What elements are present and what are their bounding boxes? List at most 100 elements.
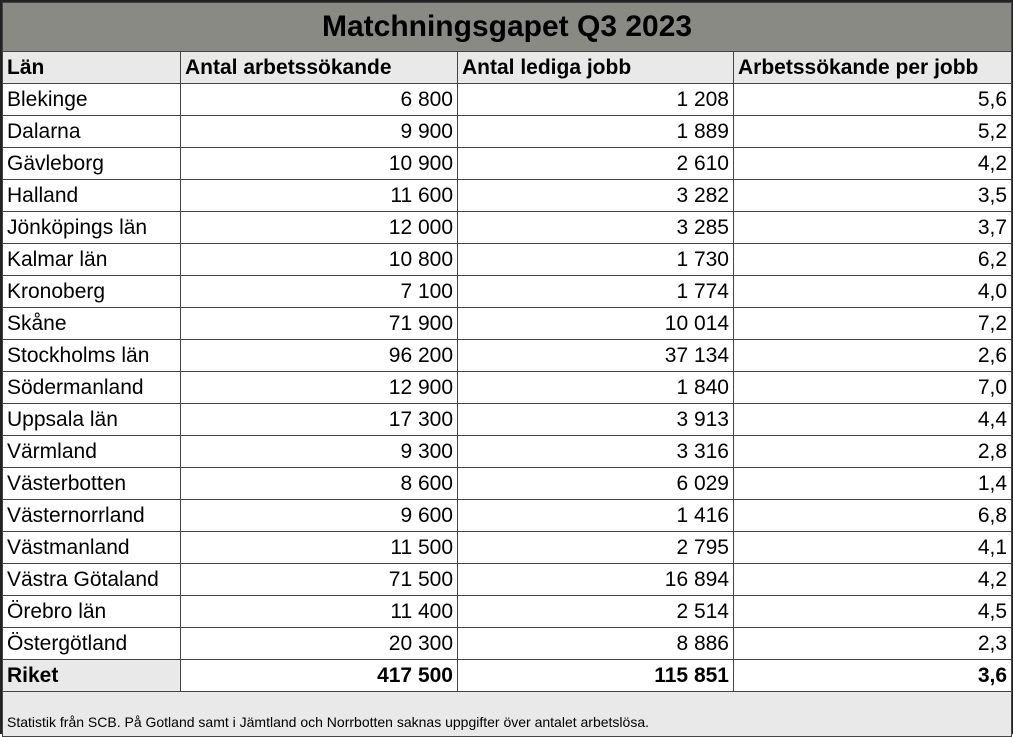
- region-cell: Västernorrland: [2, 499, 181, 532]
- value-cell: 2,8: [732, 435, 1013, 468]
- value-cell: 1 840: [457, 371, 734, 404]
- footnote: Statistik från SCB. På Gotland samt i Jä…: [1, 691, 1013, 737]
- value-cell: 10 014: [457, 307, 734, 340]
- value-cell: 3 282: [457, 179, 734, 212]
- value-cell: 3 285: [457, 211, 734, 244]
- value-cell: 4,5: [732, 595, 1013, 628]
- value-cell: 5,6: [732, 83, 1013, 116]
- table-row: Västerbotten 8 600 6 029 1,4: [2, 467, 1013, 500]
- value-cell: 20 300: [180, 627, 458, 660]
- table-row: Skåne 71 900 10 014 7,2: [2, 307, 1013, 340]
- table-title: Matchningsgapet Q3 2023: [1, 2, 1013, 52]
- table-row: Västmanland 11 500 2 795 4,1: [2, 531, 1013, 564]
- value-cell: 9 600: [180, 499, 458, 532]
- region-cell: Halland: [2, 179, 181, 212]
- value-cell: 1 208: [457, 83, 734, 116]
- value-cell: 2,6: [732, 339, 1013, 372]
- table-row: Jönköpings län 12 000 3 285 3,7: [2, 211, 1013, 244]
- region-cell: Östergötland: [2, 627, 181, 660]
- column-header: Antal arbetssökande: [180, 51, 458, 84]
- table-row: Blekinge 6 800 1 208 5,6: [2, 83, 1013, 116]
- table-row: Västernorrland 9 600 1 416 6,8: [2, 499, 1013, 532]
- table-row: Gävleborg 10 900 2 610 4,2: [2, 147, 1013, 180]
- value-cell: 10 900: [180, 147, 458, 180]
- table-row: Uppsala län 17 300 3 913 4,4: [2, 403, 1013, 436]
- header-row: Län Antal arbetssökande Antal lediga job…: [2, 51, 1013, 84]
- value-cell: 10 800: [180, 243, 458, 276]
- value-cell: 2 795: [457, 531, 734, 564]
- total-cell: 417 500: [180, 659, 458, 692]
- table-row: Värmland 9 300 3 316 2,8: [2, 435, 1013, 468]
- value-cell: 4,0: [732, 275, 1013, 308]
- region-cell: Jönköpings län: [2, 211, 181, 244]
- column-header: Län: [2, 51, 181, 84]
- region-cell: Stockholms län: [2, 339, 181, 372]
- value-cell: 2,3: [732, 627, 1013, 660]
- table-row: Örebro län 11 400 2 514 4,5: [2, 595, 1013, 628]
- table-row: Kronoberg 7 100 1 774 4,0: [2, 275, 1013, 308]
- value-cell: 2 514: [457, 595, 734, 628]
- value-cell: 3,5: [732, 179, 1013, 212]
- table-row: Östergötland 20 300 8 886 2,3: [2, 627, 1013, 660]
- region-cell: Skåne: [2, 307, 181, 340]
- value-cell: 4,1: [732, 531, 1013, 564]
- table-row: Dalarna 9 900 1 889 5,2: [2, 115, 1013, 148]
- total-cell: 115 851: [457, 659, 734, 692]
- value-cell: 71 500: [180, 563, 458, 596]
- region-cell: Dalarna: [2, 115, 181, 148]
- value-cell: 17 300: [180, 403, 458, 436]
- value-cell: 3 316: [457, 435, 734, 468]
- table-row: Halland 11 600 3 282 3,5: [2, 179, 1013, 212]
- value-cell: 1 730: [457, 243, 734, 276]
- value-cell: 11 600: [180, 179, 458, 212]
- value-cell: 5,2: [732, 115, 1013, 148]
- value-cell: 8 600: [180, 467, 458, 500]
- value-cell: 12 900: [180, 371, 458, 404]
- value-cell: 4,4: [732, 403, 1013, 436]
- table-row: Södermanland 12 900 1 840 7,0: [2, 371, 1013, 404]
- value-cell: 6 800: [180, 83, 458, 116]
- value-cell: 8 886: [457, 627, 734, 660]
- value-cell: 7,0: [732, 371, 1013, 404]
- table-row: Stockholms län 96 200 37 134 2,6: [2, 339, 1013, 372]
- value-cell: 7,2: [732, 307, 1013, 340]
- total-cell: 3,6: [732, 659, 1013, 692]
- region-cell: Uppsala län: [2, 403, 181, 436]
- value-cell: 71 900: [180, 307, 458, 340]
- region-cell: Kalmar län: [2, 243, 181, 276]
- value-cell: 12 000: [180, 211, 458, 244]
- table-row: Västra Götaland 71 500 16 894 4,2: [2, 563, 1013, 596]
- value-cell: 3 913: [457, 403, 734, 436]
- region-cell: Västmanland: [2, 531, 181, 564]
- value-cell: 6,2: [732, 243, 1013, 276]
- region-cell: Västerbotten: [2, 467, 181, 500]
- column-header: Arbetssökande per jobb: [732, 51, 1013, 84]
- value-cell: 2 610: [457, 147, 734, 180]
- value-cell: 6,8: [732, 499, 1013, 532]
- value-cell: 37 134: [457, 339, 734, 372]
- value-cell: 1 774: [457, 275, 734, 308]
- total-row: Riket 417 500 115 851 3,6: [2, 659, 1013, 692]
- column-header: Antal lediga jobb: [457, 51, 734, 84]
- value-cell: 1 889: [457, 115, 734, 148]
- total-label: Riket: [2, 659, 181, 692]
- region-cell: Södermanland: [2, 371, 181, 404]
- value-cell: 11 500: [180, 531, 458, 564]
- region-cell: Gävleborg: [2, 147, 181, 180]
- region-cell: Kronoberg: [2, 275, 181, 308]
- value-cell: 7 100: [180, 275, 458, 308]
- table-row: Kalmar län 10 800 1 730 6,2: [2, 243, 1013, 276]
- value-cell: 4,2: [732, 563, 1013, 596]
- value-cell: 9 900: [180, 115, 458, 148]
- value-cell: 6 029: [457, 467, 734, 500]
- region-cell: Blekinge: [2, 83, 181, 116]
- value-cell: 11 400: [180, 595, 458, 628]
- value-cell: 96 200: [180, 339, 458, 372]
- value-cell: 1,4: [732, 467, 1013, 500]
- value-cell: 4,2: [732, 147, 1013, 180]
- region-cell: Värmland: [2, 435, 181, 468]
- region-cell: Västra Götaland: [2, 563, 181, 596]
- value-cell: 9 300: [180, 435, 458, 468]
